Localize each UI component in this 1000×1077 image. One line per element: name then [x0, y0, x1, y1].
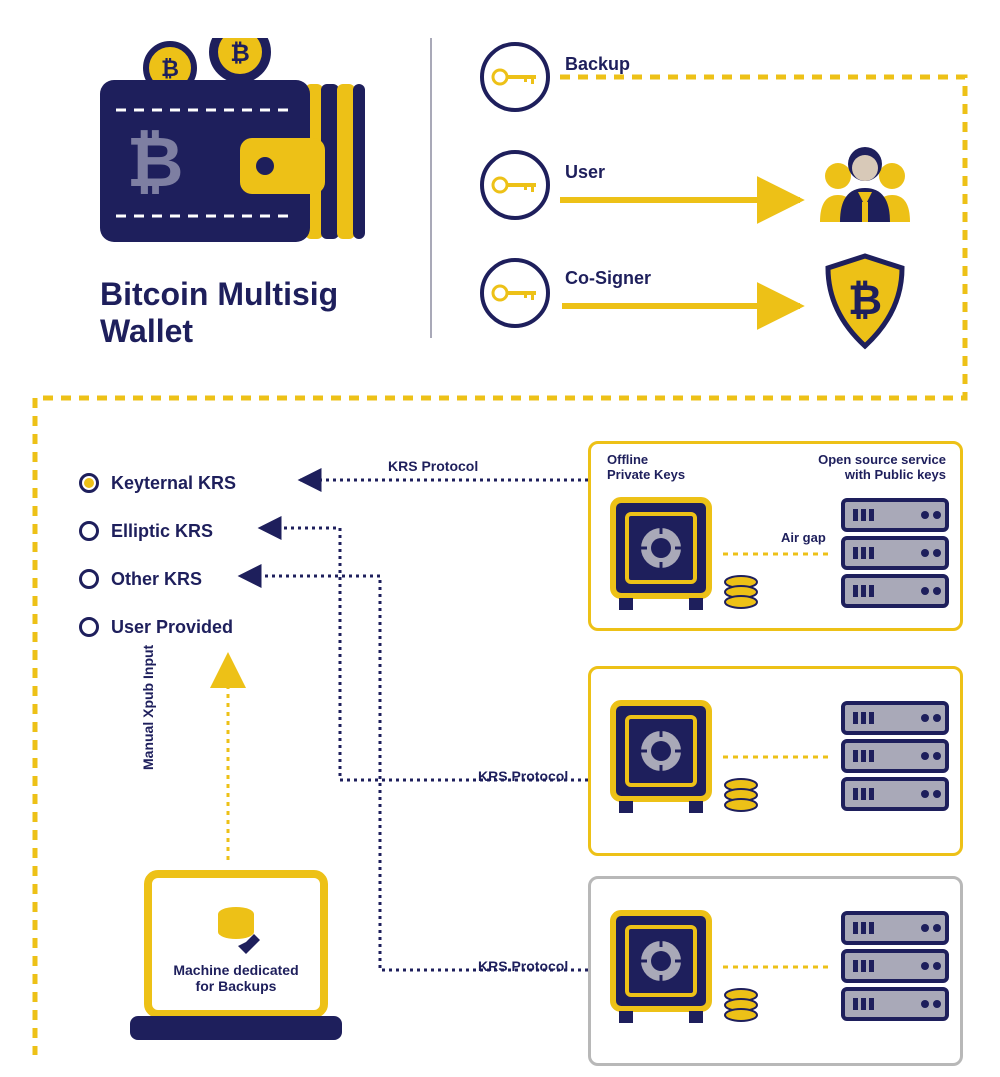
laptop-caption-2: for Backups: [126, 978, 346, 994]
safe-icon: [609, 496, 719, 621]
laptop-icon: Machine dedicated for Backups: [126, 870, 346, 1045]
airgap-label: Air gap: [781, 530, 826, 545]
radio-label: Elliptic KRS: [111, 521, 213, 542]
radio-user-provided[interactable]: User Provided: [79, 610, 236, 644]
radio-icon: [79, 473, 99, 493]
svg-text:₿: ₿: [848, 276, 882, 323]
provider-box-1: Offline Private Keys Open source service…: [588, 441, 963, 631]
radio-keyternal-krs[interactable]: Keyternal KRS: [79, 466, 236, 500]
server-icon: [839, 699, 951, 824]
radio-label: Keyternal KRS: [111, 473, 236, 494]
server-icon: [839, 909, 951, 1034]
shield-icon: ₿: [820, 252, 910, 352]
krs-radio-list: Keyternal KRS Elliptic KRS Other KRS Use…: [79, 466, 236, 644]
radio-label: User Provided: [111, 617, 233, 638]
open-source-label: Open source service with Public keys: [818, 452, 946, 482]
coins-icon: [721, 572, 761, 621]
safe-icon: [609, 909, 719, 1034]
krs-protocol-label-1: KRS Protocol: [388, 458, 478, 474]
provider-box-2: [588, 666, 963, 856]
provider-box-3: [588, 876, 963, 1066]
people-icon: [810, 140, 920, 230]
server-icon: [839, 496, 951, 621]
radio-icon: [79, 521, 99, 541]
safe-icon: [609, 699, 719, 824]
offline-keys-label: Offline Private Keys: [607, 452, 685, 482]
coins-icon: [721, 775, 761, 824]
krs-protocol-label-3: KRS Protocol: [478, 958, 568, 974]
manual-xpub-label: Manual Xpub Input: [140, 645, 156, 770]
krs-protocol-label-2: KRS Protocol: [478, 768, 568, 784]
radio-icon: [79, 569, 99, 589]
coins-icon: [721, 985, 761, 1034]
radio-other-krs[interactable]: Other KRS: [79, 562, 236, 596]
radio-elliptic-krs[interactable]: Elliptic KRS: [79, 514, 236, 548]
radio-icon: [79, 617, 99, 637]
radio-label: Other KRS: [111, 569, 202, 590]
laptop-caption-1: Machine dedicated: [126, 962, 346, 978]
